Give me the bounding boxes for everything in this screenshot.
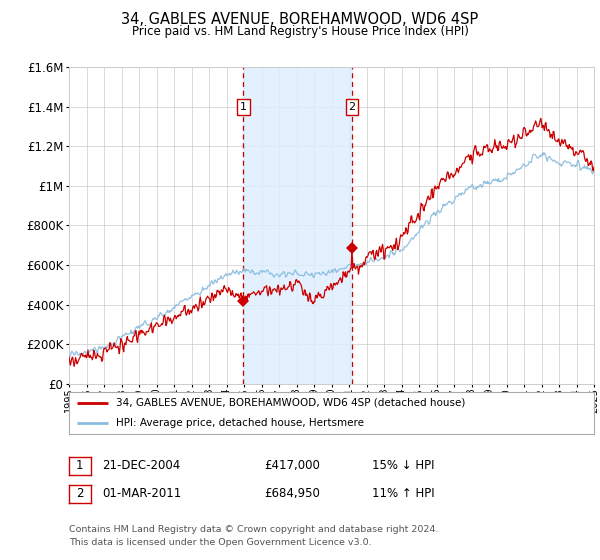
Text: 34, GABLES AVENUE, BOREHAMWOOD, WD6 4SP: 34, GABLES AVENUE, BOREHAMWOOD, WD6 4SP [121, 12, 479, 27]
Text: 1: 1 [240, 102, 247, 112]
Text: 34, GABLES AVENUE, BOREHAMWOOD, WD6 4SP (detached house): 34, GABLES AVENUE, BOREHAMWOOD, WD6 4SP … [116, 398, 466, 408]
Text: 1: 1 [76, 459, 83, 473]
Text: 21-DEC-2004: 21-DEC-2004 [102, 459, 180, 473]
Text: 11% ↑ HPI: 11% ↑ HPI [372, 487, 434, 501]
Text: Price paid vs. HM Land Registry's House Price Index (HPI): Price paid vs. HM Land Registry's House … [131, 25, 469, 38]
Text: 2: 2 [76, 487, 83, 501]
Text: Contains HM Land Registry data © Crown copyright and database right 2024.: Contains HM Land Registry data © Crown c… [69, 525, 439, 534]
Text: £684,950: £684,950 [264, 487, 320, 501]
Text: HPI: Average price, detached house, Hertsmere: HPI: Average price, detached house, Hert… [116, 418, 364, 428]
Text: 01-MAR-2011: 01-MAR-2011 [102, 487, 181, 501]
Text: This data is licensed under the Open Government Licence v3.0.: This data is licensed under the Open Gov… [69, 538, 371, 547]
Text: £417,000: £417,000 [264, 459, 320, 473]
Text: 2: 2 [349, 102, 356, 112]
Text: 15% ↓ HPI: 15% ↓ HPI [372, 459, 434, 473]
Bar [244, 67, 352, 384]
